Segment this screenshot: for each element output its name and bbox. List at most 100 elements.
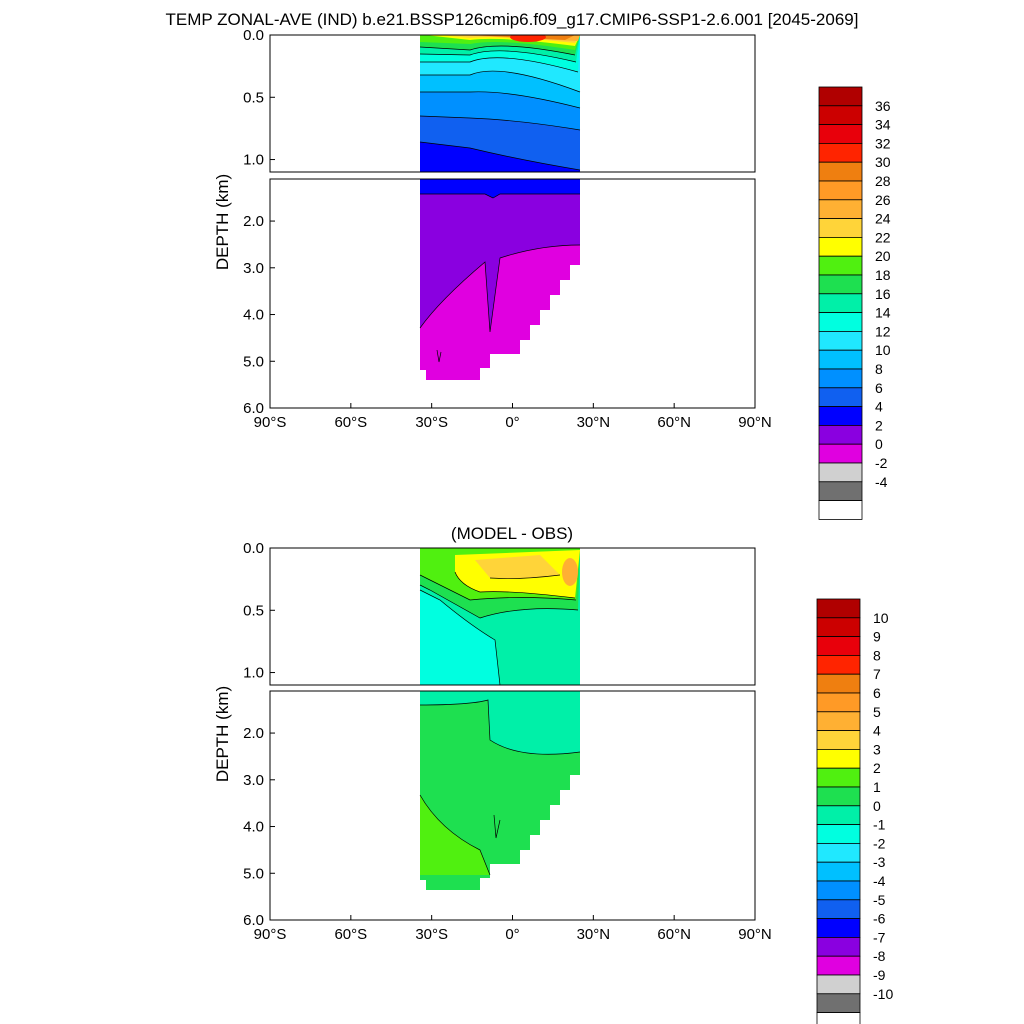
y-axis-label: DEPTH (km) [213, 686, 232, 782]
colorbar-label: -4 [873, 873, 886, 889]
colorbar-swatch [818, 199, 863, 220]
y-tick-label: 1.0 [243, 152, 264, 169]
contour-field-lower [419, 179, 581, 385]
region-30-32 [510, 35, 546, 42]
y-tick-label: 5.0 [243, 353, 264, 370]
colorbar-swatch [816, 617, 861, 637]
colorbar-label: 32 [875, 135, 891, 151]
colorbar-label: -6 [873, 911, 886, 927]
colorbar-swatch [818, 255, 863, 276]
x-tick-label: 60°N [657, 414, 691, 431]
upper-frame [269, 34, 756, 173]
y-tick-label: 5.0 [243, 865, 264, 882]
colorbar-label: 6 [873, 685, 881, 701]
colorbar-swatch [816, 861, 861, 882]
region-3-4 [475, 555, 560, 579]
colorbar-swatch [816, 655, 861, 675]
colorbar-label: 0 [873, 798, 881, 814]
colorbar-swatch [816, 937, 861, 957]
x-tick-label: 90°S [254, 414, 287, 431]
colorbar-swatch [816, 918, 861, 938]
y-axis-label: DEPTH (km) [213, 174, 232, 270]
colorbar-label: -9 [873, 967, 886, 983]
colorbar-swatch [818, 180, 863, 201]
colorbar-label: 16 [875, 286, 891, 302]
contour-field-upper [419, 548, 580, 685]
colorbar-label: 3 [873, 741, 881, 757]
colorbar-swatch [818, 274, 863, 295]
colorbar-swatch [818, 443, 863, 464]
colorbar-swatch [816, 824, 861, 844]
contour-field-upper [419, 35, 581, 172]
colorbar-swatch [816, 749, 861, 769]
colorbar-swatch [818, 105, 863, 126]
contour-lines-deep [419, 193, 581, 363]
colorbar-swatch [816, 899, 861, 919]
region-minus1-0-deep [420, 691, 580, 755]
colorbar-swatch [818, 424, 863, 445]
x-tick-label: 60°S [334, 926, 367, 943]
colorbar-swatch [818, 500, 863, 520]
colorbar-swatch [818, 236, 863, 257]
colorbar-swatch [816, 786, 861, 807]
colorbar-swatch [816, 880, 861, 901]
colorbar-label: -7 [873, 929, 886, 945]
colorbar-label: 26 [875, 192, 891, 208]
colorbar-label: -5 [873, 892, 886, 908]
axes-panel-0: 90°S 60°S 30°S 0° 30°N 60°N 90°N 0.0 0.5 1.0 2.0 3.… [243, 27, 772, 431]
colorbar-label: -2 [875, 455, 888, 471]
region-4-6-deep [420, 179, 580, 198]
colorbar-label: 5 [873, 704, 881, 720]
colorbar-swatch [816, 805, 861, 825]
y-tick-label: 4.0 [243, 819, 264, 836]
colorbar-label: 6 [875, 380, 883, 396]
contour-lines [419, 571, 579, 685]
contour-field-lower [419, 691, 581, 895]
colorbar-label: -3 [873, 854, 886, 870]
y-tick-label: 6.0 [243, 912, 264, 929]
colorbar-label: 7 [873, 666, 881, 682]
colorbar-label: 2 [873, 760, 881, 776]
colorbar-swatch [816, 955, 861, 976]
x-tick-label: 30°S [415, 926, 448, 943]
y-tick-label: 0.5 [243, 602, 264, 619]
colorbar-label: -10 [873, 986, 893, 1002]
bathymetry-gap [420, 370, 426, 385]
colorbar-label: 36 [875, 98, 891, 114]
colorbar-label: 4 [875, 399, 883, 415]
colorbar-label: 14 [875, 305, 891, 321]
colorbar-label: 28 [875, 173, 891, 189]
colorbar-swatch [816, 673, 861, 694]
difference-panel: (MODEL - OBS) DEPTH (km) [213, 524, 581, 895]
colorbar-swatch [816, 767, 861, 788]
colorbars: 363432302826242220181614121086420-2-4109… [816, 86, 893, 1024]
x-tick-label: 90°N [738, 926, 772, 943]
colorbar-label: -8 [873, 948, 886, 964]
x-tick-label: 0° [505, 926, 519, 943]
colorbar-swatch [818, 349, 863, 370]
colorbar-swatch [818, 218, 863, 238]
x-tick-label: 60°S [334, 414, 367, 431]
colorbar-swatch [818, 387, 863, 407]
contour-lines-deep [419, 699, 581, 876]
colorbar-label: -2 [873, 835, 886, 851]
colorbar-label: 9 [873, 629, 881, 645]
colorbar-label: 0 [875, 436, 883, 452]
x-tick-label: 0° [505, 414, 519, 431]
colorbar-label: 22 [875, 229, 891, 245]
colorbar-swatch [818, 86, 863, 107]
colorbar-label: 4 [873, 723, 881, 739]
colorbar-swatch [818, 481, 863, 501]
colorbar-swatch [818, 312, 863, 332]
contour-lines [419, 45, 581, 171]
colorbar-swatch [816, 993, 861, 1013]
colorbar-label: 20 [875, 248, 891, 264]
y-tick-label: 0.0 [243, 540, 264, 557]
colorbar-label: 10 [875, 342, 891, 358]
colorbar-swatch [818, 124, 863, 144]
x-tick-label: 90°S [254, 926, 287, 943]
y-tick-label: 0.5 [243, 89, 264, 106]
colorbar-label: 24 [875, 211, 891, 227]
